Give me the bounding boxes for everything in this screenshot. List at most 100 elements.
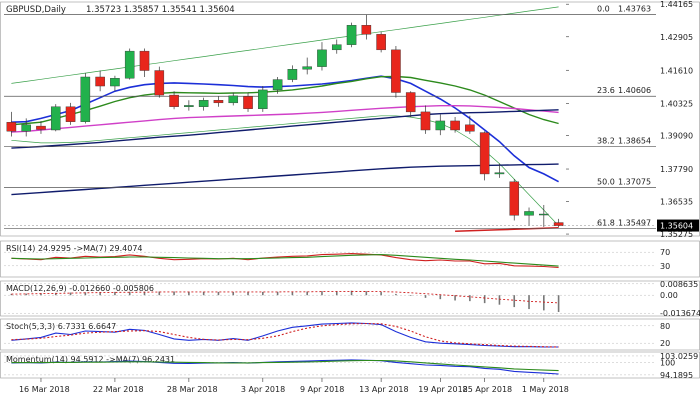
- price-axis-label: 1.37790: [660, 165, 693, 174]
- ohlc-readout: 1.35723 1.35857 1.35541 1.35604: [86, 5, 235, 15]
- bear-candle-body: [406, 92, 415, 111]
- date-axis-label: 3 Apr 2018: [241, 385, 285, 394]
- macd-histogram-bar: [70, 293, 72, 296]
- momentum-axis-label: 100: [660, 358, 675, 367]
- macd-histogram-bar: [262, 292, 264, 295]
- date-axis-label: 16 Mar 2018: [19, 385, 70, 394]
- price-axis-label: 1.40325: [660, 99, 693, 108]
- macd-histogram-bar: [380, 292, 382, 295]
- stochastic-title: Stoch(5,3,3) 6.7331 6.6647: [6, 322, 116, 331]
- bear-candle-body: [36, 126, 45, 129]
- candle: [347, 23, 356, 48]
- symbol-title: GBPUSD,Daily: [6, 5, 66, 15]
- bull-candle-body: [258, 90, 267, 109]
- momentum-axis-label: 94.1895: [660, 371, 693, 380]
- fib-ratio-label: 38.2: [597, 137, 615, 146]
- bear-candle-body: [243, 96, 252, 108]
- candle: [81, 73, 90, 123]
- bull-candle-body: [332, 45, 341, 50]
- date-axis-label: 22 Mar 2018: [93, 385, 144, 394]
- macd-histogram-bar: [425, 295, 427, 298]
- macd-histogram-bar: [247, 292, 249, 295]
- date-axis-label: 19 Apr 2018: [418, 385, 467, 394]
- bull-candle-body: [125, 51, 134, 78]
- macd-histogram-bar: [558, 295, 560, 312]
- fib-price-label: 1.37075: [618, 178, 651, 187]
- fib-ratio-label: 23.6: [597, 86, 615, 95]
- candle: [510, 179, 519, 220]
- macd-histogram-bar: [439, 295, 441, 299]
- bear-candle-body: [7, 122, 16, 131]
- date-axis-label: 28 Mar 2018: [167, 385, 218, 394]
- current-price-label: 1.35604: [660, 222, 693, 231]
- price-axis-label: 1.36535: [660, 197, 693, 206]
- fib-price-label: 1.43763: [618, 5, 651, 14]
- fib-price-label: 1.38654: [618, 137, 651, 146]
- stochastic-axis-label: 80: [660, 322, 670, 331]
- fib-price-label: 1.40606: [618, 86, 651, 95]
- fib-price-label: 1.35497: [618, 218, 651, 227]
- bull-candle-body: [524, 211, 533, 215]
- price-axis-label: 1.39090: [660, 131, 693, 140]
- macd-histogram-bar: [232, 292, 234, 295]
- macd-histogram-bar: [25, 294, 27, 296]
- macd-histogram-bar: [395, 294, 397, 295]
- bear-candle-body: [362, 25, 371, 34]
- bull-candle-body: [539, 214, 548, 215]
- macd-histogram-bar: [218, 292, 220, 295]
- bear-candle-body: [155, 71, 164, 96]
- macd-histogram-bar: [484, 295, 486, 303]
- bear-candle-body: [140, 51, 149, 70]
- price-axis-label: 1.42905: [660, 33, 693, 42]
- macd-histogram-bar: [499, 295, 501, 305]
- date-axis-label: 9 Apr 2018: [300, 385, 344, 394]
- bear-candle-body: [421, 112, 430, 130]
- price-axis-label: 1.44165: [660, 0, 693, 9]
- bear-candle-body: [450, 121, 459, 130]
- bear-candle-body: [214, 100, 223, 103]
- bear-candle-body: [510, 182, 519, 216]
- candle: [391, 46, 400, 98]
- fib-ratio-label: 61.8: [597, 218, 615, 227]
- macd-histogram-bar: [513, 295, 515, 307]
- bull-candle-body: [229, 96, 238, 103]
- candle: [125, 49, 134, 80]
- rsi-axis-label: 30: [660, 262, 670, 271]
- bear-candle-body: [96, 77, 105, 86]
- bull-candle-body: [288, 69, 297, 79]
- bull-candle-body: [81, 77, 90, 122]
- bear-candle-body: [391, 50, 400, 93]
- rsi-axis-label: 70: [660, 248, 670, 257]
- macd-histogram-bar: [528, 295, 530, 309]
- bull-candle-body: [495, 173, 504, 174]
- macd-axis-label: -0.013674: [660, 309, 700, 318]
- bull-candle-body: [110, 78, 119, 86]
- bear-candle-body: [66, 107, 75, 122]
- bear-candle-body: [554, 223, 563, 226]
- date-axis-label: 13 Apr 2018: [359, 385, 408, 394]
- bull-candle-body: [273, 80, 282, 90]
- macd-axis-label: 0.008635: [660, 280, 698, 289]
- bull-candle-body: [184, 105, 193, 106]
- macd-histogram-bar: [366, 291, 368, 295]
- macd-histogram-bar: [469, 295, 471, 301]
- macd-histogram-bar: [321, 291, 323, 295]
- bear-candle-body: [169, 95, 178, 107]
- macd-axis-label: 0.00: [660, 291, 678, 300]
- rsi-title: RSI(14) 24.9295 ->MA(7) 29.4074: [6, 244, 143, 253]
- bear-candle-body: [480, 133, 489, 174]
- candle: [258, 86, 267, 112]
- bull-candle-body: [317, 50, 326, 67]
- bull-candle-body: [51, 107, 60, 130]
- candle: [155, 67, 164, 98]
- macd-histogram-bar: [173, 292, 175, 296]
- macd-title: MACD(12,26,9) -0.012660 -0.005806: [6, 284, 154, 293]
- fib-ratio-label: 50.0: [597, 178, 615, 187]
- date-axis-label: 25 Apr 2018: [463, 385, 512, 394]
- price-axis-label: 1.41610: [660, 66, 693, 75]
- date-axis-label: 1 May 2018: [522, 385, 569, 394]
- bull-candle-body: [436, 121, 445, 130]
